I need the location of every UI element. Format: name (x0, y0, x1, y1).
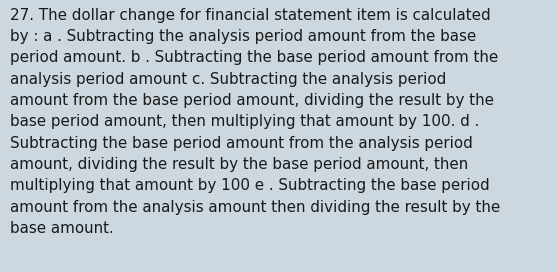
Text: 27. The dollar change for financial statement item is calculated
by : a . Subtra: 27. The dollar change for financial stat… (10, 8, 501, 236)
